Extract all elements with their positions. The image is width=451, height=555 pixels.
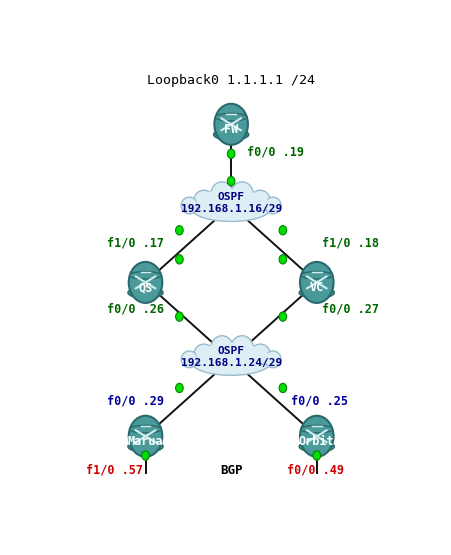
Circle shape (175, 225, 183, 235)
Ellipse shape (230, 182, 253, 208)
Circle shape (227, 149, 235, 159)
Circle shape (279, 384, 287, 393)
Ellipse shape (265, 351, 281, 368)
Ellipse shape (215, 113, 247, 121)
Circle shape (175, 312, 183, 321)
Ellipse shape (183, 353, 195, 366)
Ellipse shape (250, 190, 270, 211)
Circle shape (313, 451, 321, 460)
Circle shape (129, 416, 162, 457)
Circle shape (279, 312, 287, 321)
Circle shape (300, 262, 334, 303)
Text: f0/0 .29: f0/0 .29 (107, 395, 164, 408)
Ellipse shape (213, 339, 230, 358)
Ellipse shape (299, 441, 334, 452)
Text: FW: FW (224, 123, 238, 136)
Ellipse shape (183, 199, 195, 212)
Ellipse shape (191, 194, 271, 221)
Text: OSPF
192.168.1.24/29: OSPF 192.168.1.24/29 (180, 346, 282, 367)
Ellipse shape (196, 193, 212, 208)
Circle shape (279, 225, 287, 235)
Circle shape (175, 255, 183, 264)
Text: Orbit: Orbit (299, 435, 335, 448)
Ellipse shape (253, 193, 268, 208)
Text: f1/0 .57: f1/0 .57 (86, 464, 143, 477)
Ellipse shape (128, 287, 163, 298)
Ellipse shape (181, 197, 198, 214)
Ellipse shape (211, 336, 234, 361)
Circle shape (300, 416, 334, 457)
Text: BGP: BGP (220, 464, 242, 477)
Text: f0/0 .25: f0/0 .25 (290, 395, 348, 408)
Ellipse shape (129, 425, 161, 433)
Ellipse shape (197, 189, 265, 218)
Ellipse shape (196, 347, 212, 362)
Ellipse shape (250, 344, 270, 365)
Ellipse shape (211, 182, 234, 208)
Ellipse shape (234, 185, 251, 204)
Ellipse shape (191, 349, 271, 375)
Text: Loopback0 1.1.1.1 /24: Loopback0 1.1.1.1 /24 (147, 74, 315, 87)
Circle shape (142, 451, 149, 460)
Ellipse shape (197, 342, 265, 372)
Ellipse shape (267, 199, 279, 212)
Ellipse shape (301, 271, 333, 279)
Circle shape (227, 176, 235, 186)
Ellipse shape (267, 353, 279, 366)
Ellipse shape (213, 185, 230, 204)
Text: f0/0 .49: f0/0 .49 (287, 464, 344, 477)
Ellipse shape (181, 351, 198, 368)
Circle shape (129, 262, 162, 303)
Ellipse shape (253, 347, 268, 362)
Text: f1/0 .18: f1/0 .18 (322, 236, 379, 249)
Text: f0/0 .26: f0/0 .26 (107, 303, 164, 316)
Text: VC: VC (310, 281, 324, 294)
Ellipse shape (129, 271, 161, 279)
Ellipse shape (194, 190, 214, 211)
Text: OSPF
192.168.1.16/29: OSPF 192.168.1.16/29 (180, 192, 282, 214)
Text: QS: QS (138, 281, 152, 294)
Ellipse shape (194, 344, 214, 365)
Circle shape (279, 255, 287, 264)
Text: Marua: Marua (128, 435, 163, 448)
Text: f0/0 .27: f0/0 .27 (322, 303, 379, 316)
Text: f1/0 .17: f1/0 .17 (107, 236, 164, 249)
Ellipse shape (265, 197, 281, 214)
Ellipse shape (234, 339, 251, 358)
Ellipse shape (301, 425, 333, 433)
Ellipse shape (213, 129, 249, 140)
Circle shape (175, 384, 183, 393)
Ellipse shape (128, 441, 163, 452)
Ellipse shape (299, 287, 334, 298)
Text: f0/0 .19: f0/0 .19 (247, 145, 304, 159)
Ellipse shape (230, 336, 253, 361)
Circle shape (214, 104, 248, 145)
